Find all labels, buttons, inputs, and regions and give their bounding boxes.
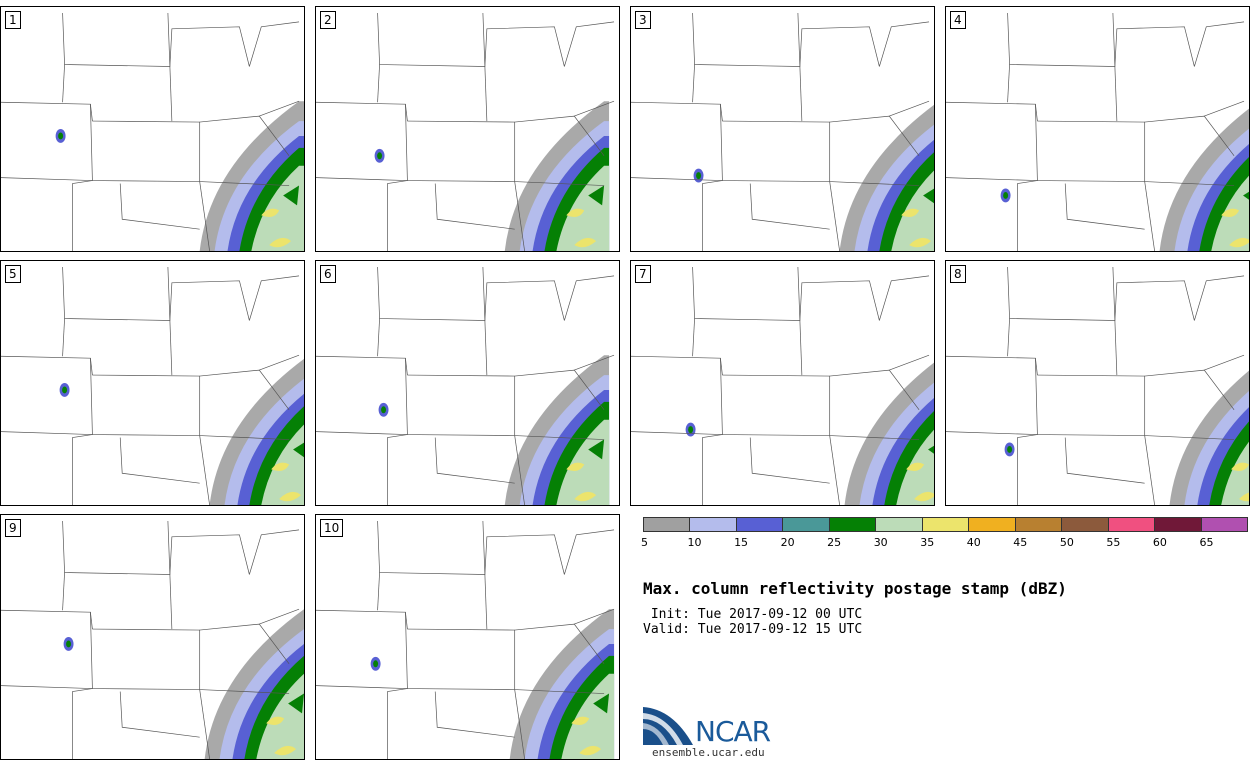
reflectivity-map [1, 520, 304, 759]
ncar-wordmark: NCAR [695, 715, 771, 748]
colorbar-tick-label: 55 [1106, 536, 1121, 549]
panel-number: 10 [320, 519, 344, 537]
figure-title: Max. column reflectivity postage stamp (… [643, 579, 1067, 598]
map-panel-10: 10 [315, 514, 620, 760]
ensemble-url: ensemble.ucar.edu [652, 746, 765, 759]
reflectivity-map [946, 266, 1249, 505]
colorbar-swatch [922, 518, 970, 531]
map-panel-2: 2 [315, 6, 620, 252]
map-panel-4: 4 [945, 6, 1250, 252]
colorbar-swatch [876, 518, 923, 531]
reflectivity-colorbar [643, 517, 1248, 532]
map-panel-6: 6 [315, 260, 620, 506]
map-panel-7: 7 [630, 260, 935, 506]
reflectivity-map [1, 266, 304, 505]
panel-number: 7 [635, 265, 651, 283]
colorbar-swatch [1155, 518, 1202, 531]
colorbar-tick-label: 5 [641, 536, 648, 549]
reflectivity-map [316, 520, 615, 759]
map-panel-5: 5 [0, 260, 305, 506]
init-time: Init: Tue 2017-09-12 00 UTC [643, 607, 863, 622]
colorbar-tick-label: 60 [1152, 536, 1167, 549]
map-panel-1: 1 [0, 6, 305, 252]
colorbar-swatch [644, 518, 691, 531]
panel-number: 5 [5, 265, 21, 283]
panel-number: 1 [5, 11, 21, 29]
reflectivity-map [631, 266, 934, 505]
colorbar-swatch [1201, 518, 1248, 531]
colorbar-swatch [1108, 518, 1156, 531]
colorbar-swatch [969, 518, 1016, 531]
panel-number: 3 [635, 11, 651, 29]
colorbar-tick-label: 40 [966, 536, 981, 549]
colorbar-tick-label: 65 [1199, 536, 1214, 549]
colorbar-tick-label: 10 [687, 536, 702, 549]
panel-number: 8 [950, 265, 966, 283]
colorbar-tick-label: 45 [1013, 536, 1028, 549]
map-panel-9: 9 [0, 514, 305, 760]
ncar-logo-icon [643, 707, 693, 745]
colorbar-tick-label: 30 [873, 536, 888, 549]
colorbar-tick-label: 50 [1059, 536, 1074, 549]
panel-number: 2 [320, 11, 336, 29]
colorbar-tick-label: 15 [734, 536, 749, 549]
colorbar-tick-label: 25 [827, 536, 842, 549]
colorbar-swatch [1015, 518, 1063, 531]
reflectivity-map [316, 12, 615, 251]
reflectivity-map [316, 266, 615, 505]
reflectivity-map [1, 12, 304, 251]
panel-number: 4 [950, 11, 966, 29]
colorbar-tick-label: 20 [780, 536, 795, 549]
colorbar-tick-label: 35 [920, 536, 935, 549]
valid-time: Valid: Tue 2017-09-12 15 UTC [643, 622, 863, 637]
colorbar-swatch [736, 518, 784, 531]
colorbar-swatch [690, 518, 737, 531]
reflectivity-map [631, 12, 934, 251]
map-panel-3: 3 [630, 6, 935, 252]
panel-number: 9 [5, 519, 21, 537]
map-panel-8: 8 [945, 260, 1250, 506]
colorbar-swatch [783, 518, 830, 531]
colorbar-swatch [1062, 518, 1109, 531]
panel-number: 6 [320, 265, 336, 283]
reflectivity-map [946, 12, 1249, 251]
colorbar-swatch [829, 518, 877, 531]
